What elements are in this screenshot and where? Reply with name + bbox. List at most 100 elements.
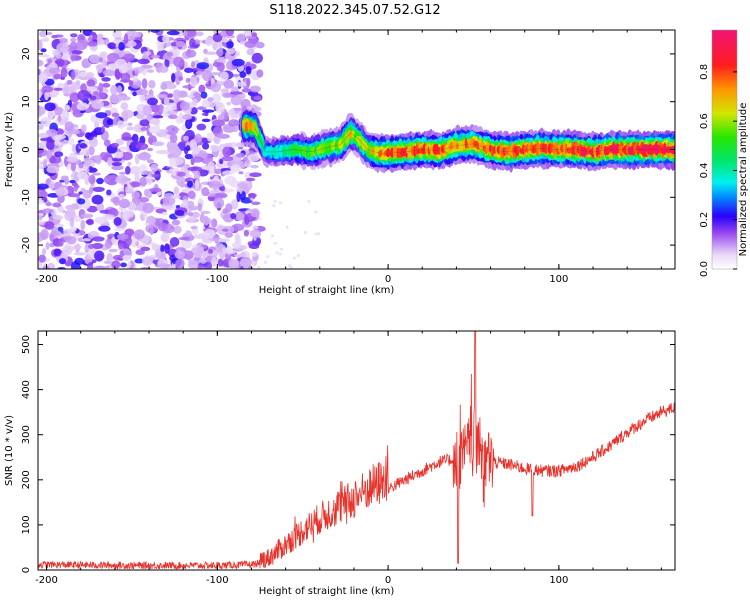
noise-blob [167,144,180,155]
noise-blob [223,188,235,193]
noise-blob [249,85,261,93]
noise-blob [131,191,141,200]
noise-blob [82,189,92,199]
noise-blob [213,168,222,175]
colorbar-step [712,207,737,210]
noise-blob [273,241,277,245]
ridge-segment [565,146,568,153]
snr-ytick-label: 400 [21,380,32,399]
noise-blob [99,73,105,78]
noise-blob [253,106,262,112]
noise-blob [239,71,247,78]
noise-blob [77,171,88,180]
noise-blob [201,118,211,123]
noise-blob [87,41,98,47]
noise-blob [149,187,162,193]
noise-blob [135,249,145,256]
noise-blob [175,40,186,48]
colorbar-step [712,67,737,71]
noise-blob [240,256,252,268]
noise-blob [118,242,125,250]
noise-blob [197,264,205,269]
noise-blob [102,214,115,220]
colorbar-step [712,61,737,65]
noise-blob [229,91,243,95]
noise-blob [170,194,181,199]
noise-blob [85,72,95,78]
colorbar-step [712,129,737,133]
noise-blob [120,151,133,161]
noise-blob [176,175,186,187]
snr-xtick-label: 0 [385,575,391,586]
noise-blob [195,70,204,76]
colorbar-step [712,59,737,63]
colorbar-step [712,179,737,182]
colorbar-step [712,115,737,119]
noise-blob [194,31,204,37]
noise-blob [85,219,94,225]
noise-blob [232,241,242,249]
noise-blob [38,183,49,190]
noise-blob [164,243,170,254]
noise-blob [106,118,114,126]
noise-blob [82,238,91,242]
noise-blob [185,230,192,236]
noise-blob [186,94,195,99]
noise-blob [102,69,115,77]
noise-blob [109,94,122,104]
noise-blob [231,58,245,67]
noise-blob [187,205,200,210]
snr-plot-area [38,331,675,570]
noise-blob [120,72,131,83]
noise-blob [207,248,213,254]
noise-blob [44,102,56,112]
noise-blob [45,129,58,137]
noise-blob [137,152,151,161]
noise-blob [201,112,209,116]
noise-blob [147,69,155,73]
noise-blob [116,233,129,240]
noise-blob [212,93,222,104]
noise-blob [144,222,150,226]
noise-blob [183,67,194,73]
noise-blob [126,126,135,131]
noise-blob [101,125,106,134]
noise-blob [194,133,202,143]
colorbar-step [712,165,737,169]
noise-blob [134,172,140,183]
colorbar-step [712,153,737,157]
colorbar-step [712,135,737,139]
colorbar-step [712,197,737,200]
noise-blob [54,181,61,190]
noise-blob [69,41,78,53]
noise-blob [204,51,218,55]
noise-blob [148,79,156,89]
noise-blob [185,145,191,152]
spec-ytick-label: 0 [21,146,32,152]
noise-blob [250,201,261,205]
colorbar-step [712,263,737,266]
noise-blob [196,62,210,70]
noise-blob [253,237,257,241]
snr-frame [37,330,676,571]
noise-blob [159,65,169,73]
noise-blob [212,119,226,128]
colorbar-step [712,219,737,222]
noise-blob [128,80,134,87]
colorbar-step [712,119,737,123]
noise-blob [38,89,42,99]
noise-blob [38,124,44,130]
colorbar-step [712,255,737,258]
colorbar-step [712,189,737,192]
noise-blob [120,102,129,111]
noise-blob [137,110,144,116]
noise-blob [119,96,131,101]
noise-blob [223,79,235,89]
noise-blob [278,201,282,205]
noise-blob [266,255,270,259]
colorbar-step [712,133,737,137]
spec-ytick-label: -20 [21,237,32,253]
noise-blob [107,52,120,63]
colorbar-step [712,173,737,176]
noise-blob [230,213,237,220]
